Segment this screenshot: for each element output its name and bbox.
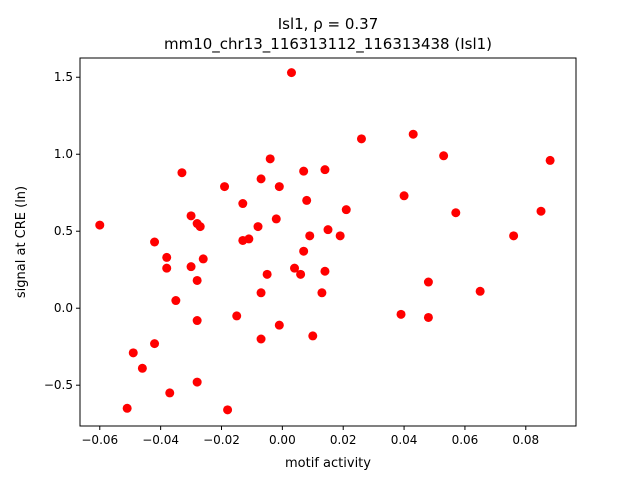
data-point [320, 165, 330, 175]
data-point [323, 225, 333, 235]
data-point [290, 263, 300, 273]
data-point [192, 377, 202, 387]
data-point [253, 222, 263, 232]
data-point [423, 312, 433, 322]
data-point [265, 154, 275, 164]
data-point [536, 206, 546, 216]
data-point [545, 155, 555, 165]
data-point [192, 275, 202, 285]
data-point [296, 269, 306, 279]
data-point [162, 252, 172, 262]
data-point [408, 129, 418, 139]
data-point [262, 269, 272, 279]
data-point [232, 311, 242, 321]
data-point [171, 296, 181, 306]
y-axis-ticks: −0.5 0.0 0.5 1.0 1.5 [44, 70, 80, 392]
data-point [286, 68, 296, 78]
x-axis-label: motif activity [285, 456, 371, 471]
data-point [198, 254, 208, 264]
x-tick-label: −0.04 [142, 433, 179, 447]
data-point [509, 231, 519, 241]
data-point [341, 205, 351, 215]
chart-title-line2: mm10_chr13_116313112_116313438 (Isl1) [164, 35, 492, 54]
y-tick-label: 1.0 [54, 147, 73, 161]
data-point [308, 331, 318, 341]
x-tick-label: −0.06 [81, 433, 118, 447]
data-point [223, 405, 233, 415]
data-point [256, 334, 266, 344]
data-point [396, 309, 406, 319]
data-point [274, 320, 284, 330]
data-point [128, 348, 138, 358]
y-tick-label: 0.5 [54, 224, 73, 238]
data-point [305, 231, 315, 241]
data-point [399, 191, 409, 201]
data-point [162, 263, 172, 273]
data-point [150, 237, 160, 247]
data-point [451, 208, 461, 218]
x-tick-label: 0.08 [512, 433, 539, 447]
data-point [165, 388, 175, 398]
data-point [220, 182, 230, 192]
data-point [192, 316, 202, 326]
data-point [150, 339, 160, 349]
data-point [238, 199, 248, 209]
y-tick-label: 0.0 [54, 301, 73, 315]
data-point [299, 246, 309, 256]
data-point [195, 222, 205, 232]
data-point [335, 231, 345, 241]
data-point [302, 195, 312, 205]
x-tick-label: −0.02 [203, 433, 240, 447]
data-point [256, 174, 266, 184]
data-point [475, 286, 485, 296]
data-point [122, 403, 132, 413]
data-point [177, 168, 187, 178]
data-point [137, 363, 147, 373]
x-axis-ticks: −0.06 −0.04 −0.02 0.00 0.02 0.04 0.06 0.08 [81, 426, 539, 447]
data-point [244, 234, 254, 244]
y-tick-label: −0.5 [44, 378, 73, 392]
y-axis-label: signal at CRE (ln) [14, 186, 29, 298]
data-point [320, 266, 330, 276]
data-point [423, 277, 433, 287]
y-tick-label: 1.5 [54, 70, 73, 84]
data-point [95, 220, 105, 230]
x-tick-label: 0.06 [452, 433, 479, 447]
chart-title-line1: Isl1, ρ = 0.37 [278, 15, 379, 33]
x-tick-label: 0.00 [269, 433, 296, 447]
plot-area-frame [79, 57, 577, 427]
data-points [95, 68, 555, 415]
data-point [317, 288, 327, 298]
data-point [271, 214, 281, 224]
data-point [256, 288, 266, 298]
data-point [274, 182, 284, 192]
data-point [186, 211, 196, 221]
data-point [186, 262, 196, 272]
data-point [439, 151, 449, 161]
data-point [356, 134, 366, 144]
data-point [299, 166, 309, 176]
x-tick-label: 0.02 [330, 433, 357, 447]
x-tick-label: 0.04 [391, 433, 418, 447]
